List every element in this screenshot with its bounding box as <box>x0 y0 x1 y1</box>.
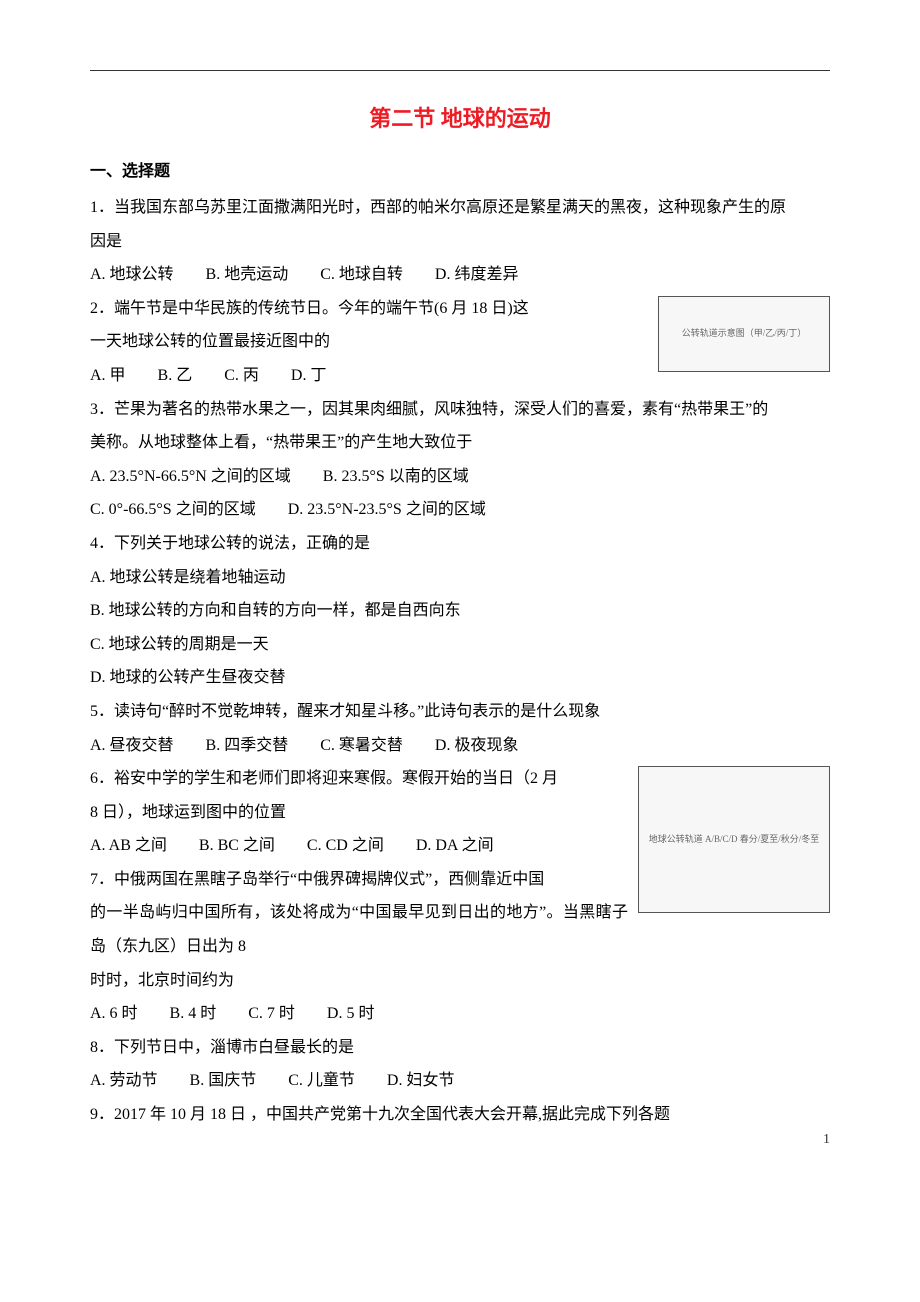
q9-stem: 9．2017 年 10 月 18 日 ，中国共产党第十九次全国代表大会开幕,据此… <box>90 1098 830 1132</box>
orbit-diagram-1-caption: 公转轨道示意图（甲/乙/丙/丁） <box>682 324 807 343</box>
q4-opt-b: B. 地球公转的方向和自转的方向一样，都是自西向东 <box>90 594 830 628</box>
q3-stem-b: 美称。从地球整体上看，“热带果王”的产生地大致位于 <box>90 426 830 460</box>
question-block: 1．当我国东部乌苏里江面撒满阳光时，西部的帕米尔高原还是繁星满天的黑夜，这种现象… <box>90 191 830 1132</box>
q4-opt-a: A. 地球公转是绕着地轴运动 <box>90 561 830 595</box>
section-heading: 一、选择题 <box>90 157 830 181</box>
orbit-diagram-2-caption: 地球公转轨道 A/B/C/D 春分/夏至/秋分/冬至 <box>649 830 820 849</box>
q1-stem-a: 1．当我国东部乌苏里江面撒满阳光时，西部的帕米尔高原还是繁星满天的黑夜，这种现象… <box>90 191 830 225</box>
q1-options: A. 地球公转 B. 地壳运动 C. 地球自转 D. 纬度差异 <box>90 258 830 292</box>
q4-opt-c: C. 地球公转的周期是一天 <box>90 628 830 662</box>
q3-options-b: C. 0°-66.5°S 之间的区域 D. 23.5°N-23.5°S 之间的区… <box>90 493 830 527</box>
q4-stem: 4．下列关于地球公转的说法，正确的是 <box>90 527 830 561</box>
q8-options: A. 劳动节 B. 国庆节 C. 儿童节 D. 妇女节 <box>90 1064 830 1098</box>
page-number: 1 <box>823 1132 830 1148</box>
q3-options-a: A. 23.5°N-66.5°N 之间的区域 B. 23.5°S 以南的区域 <box>90 460 830 494</box>
page-title: 第二节 地球的运动 <box>90 101 830 133</box>
q5-options: A. 昼夜交替 B. 四季交替 C. 寒暑交替 D. 极夜现象 <box>90 729 830 763</box>
top-rule <box>90 70 830 71</box>
orbit-diagram-2: 地球公转轨道 A/B/C/D 春分/夏至/秋分/冬至 <box>638 766 830 913</box>
q3-stem-a: 3．芒果为著名的热带水果之一，因其果肉细腻，风味独特，深受人们的喜爱，素有“热带… <box>90 393 830 427</box>
q7-options: A. 6 时 B. 4 时 C. 7 时 D. 5 时 <box>90 997 830 1031</box>
q1-stem-b: 因是 <box>90 225 830 259</box>
orbit-diagram-1: 公转轨道示意图（甲/乙/丙/丁） <box>658 296 830 372</box>
q7-stem-c: 时时，北京时间约为 <box>90 964 830 998</box>
q4-opt-d: D. 地球的公转产生昼夜交替 <box>90 661 830 695</box>
q8-stem: 8．下列节日中，淄博市白昼最长的是 <box>90 1031 830 1065</box>
q5-stem: 5．读诗句“醉时不觉乾坤转，醒来才知星斗移。”此诗句表示的是什么现象 <box>90 695 830 729</box>
